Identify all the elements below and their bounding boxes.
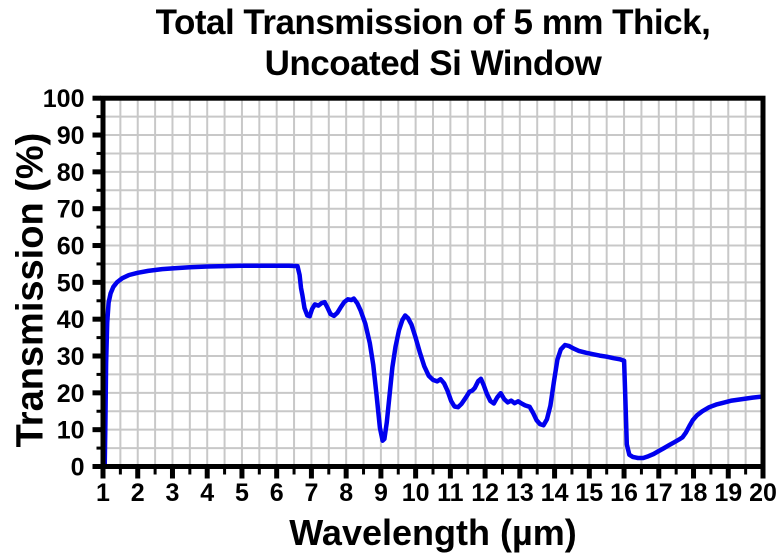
x-tick-label: 8 [339,479,353,507]
x-tick-label: 17 [645,479,673,507]
x-axis-label: Wavelength (µm) [289,512,577,553]
x-tick-label: 2 [131,479,145,507]
x-tick-label: 11 [437,479,464,507]
x-tick-label: 15 [575,479,603,507]
x-tick-label: 1 [96,479,110,507]
transmission-curve [102,263,766,469]
y-tick-label: 40 [57,306,85,334]
chart-title-line1: Total Transmission of 5 mm Thick, [155,3,711,42]
y-tick-label: 80 [57,159,85,187]
x-tick-label: 3 [166,479,180,507]
x-tick-label: 6 [270,479,284,507]
y-tick-label: 50 [57,269,85,297]
plot-border [100,95,766,469]
y-tick-label: 10 [57,417,85,445]
x-tick-label: 16 [610,479,638,507]
x-tick-label: 12 [471,479,499,507]
x-tick-label: 19 [714,479,742,507]
y-tick-label: 0 [71,454,85,482]
x-tick-label: 4 [200,479,214,507]
x-tick-label: 13 [506,479,534,507]
x-tick-label: 18 [680,479,708,507]
x-tick-label: 7 [304,479,318,507]
x-tick-label: 5 [235,479,249,507]
chart-title: Total Transmission of 5 mm Thick, Uncoat… [88,2,778,84]
x-tick-label: 10 [402,479,430,507]
x-tick-label: 9 [374,479,388,507]
y-tick-label: 70 [57,196,85,224]
y-tick-label: 20 [57,380,85,408]
x-tick-label: 20 [749,479,777,507]
y-tick-label: 90 [57,122,85,150]
y-tick-label: 30 [57,343,85,371]
y-tick-label: 60 [57,233,85,261]
x-tick-label: 14 [541,479,569,507]
y-tick-label: 100 [43,85,85,113]
y-axis-label: Transmission (%) [9,132,52,448]
chart-title-line2: Uncoated Si Window [264,44,602,83]
